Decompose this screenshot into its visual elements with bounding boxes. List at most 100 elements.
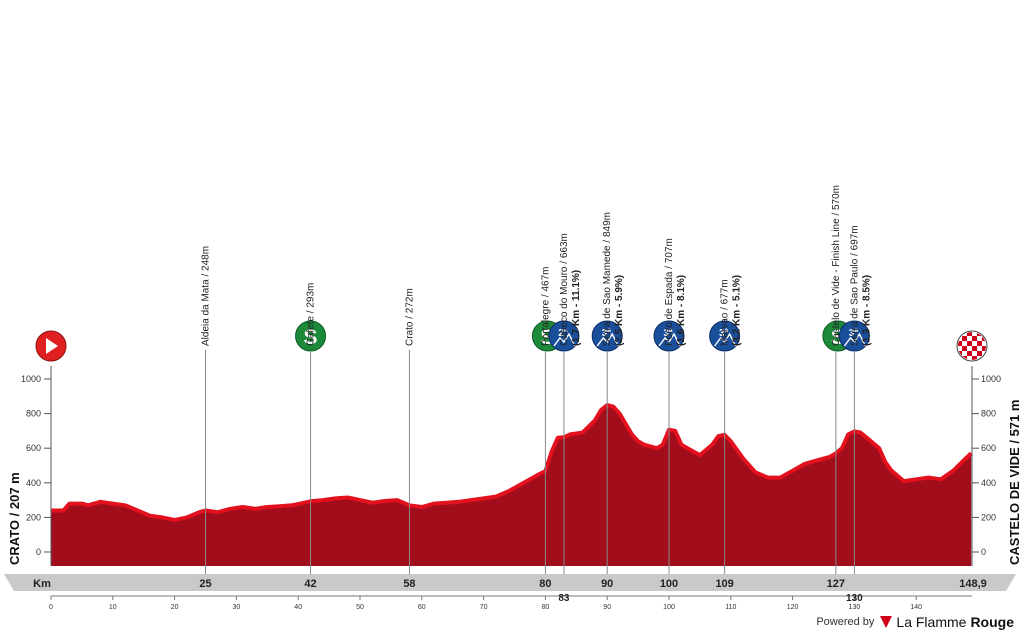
x-tick-label-5: 50 [356, 604, 364, 611]
x-tick-label-1: 10 [109, 604, 117, 611]
brand-name-bold: Rouge [970, 614, 1014, 630]
x-tick-label-2: 20 [171, 604, 179, 611]
labels: 25 Aldeia da Mata / 248m 42 Gafete / 293m 58… [199, 185, 872, 604]
waypoint-detail-4: (1.7 Km - 11.1%) [571, 270, 582, 346]
waypoint-km-3: 80 [539, 578, 551, 590]
checker-square [967, 341, 972, 346]
checker-square [972, 336, 977, 341]
checker-square [962, 346, 967, 351]
finish-label: CASTELO DE VIDE / 571 m [1007, 400, 1022, 565]
mountain-icon-7 [714, 332, 737, 347]
waypoint-name-5: Serra de Sao Mamede / 849m [602, 212, 613, 346]
x-tick-label-4: 40 [294, 604, 302, 611]
x-tick-label-14: 140 [910, 604, 922, 611]
kom-category-4: 2ª [558, 328, 568, 339]
x-tick-label-8: 80 [542, 604, 550, 611]
y-tick-label-right-5: 1000 [981, 374, 1001, 384]
kom-category-6: 3ª [663, 328, 673, 339]
x-tick-label-9: 90 [603, 604, 611, 611]
checker-square [967, 351, 972, 356]
y-tick-label-left-2: 400 [26, 478, 41, 488]
waypoint-km-9: 130 [846, 593, 863, 604]
waypoint-name-2: Crato / 272m [404, 288, 415, 346]
flame-icon [880, 616, 893, 628]
sprint-symbol-1: S [304, 326, 318, 349]
profile-area [51, 405, 972, 566]
y-tick-label-right-0: 0 [981, 547, 986, 557]
powered-by-text: Powered by [816, 616, 875, 628]
waypoint-name-0: Aldeia da Mata / 248m [201, 246, 212, 346]
km-bar-band [4, 574, 1016, 591]
brand-name-prefix: La Flamme [896, 614, 967, 630]
y-tick-label-right-1: 200 [981, 512, 996, 522]
y-tick-label-right-4: 800 [981, 409, 996, 419]
waypoint-name-8: Castelo de Vide - Finish Line / 570m [831, 185, 842, 346]
waypoint-km-7: 109 [715, 578, 733, 590]
waypoint-name-4: Cabeco do Mouro / 663m [559, 233, 570, 346]
y-tick-label-left-1: 200 [26, 512, 41, 522]
footer-branding: Powered by La Flamme Rouge [816, 614, 1014, 630]
waypoint-name-3: Portalegre / 467m [540, 267, 551, 347]
checker-square [982, 346, 986, 351]
play-icon [46, 338, 58, 354]
mountain-icon-5 [596, 332, 619, 347]
waypoint-km-8: 127 [827, 578, 845, 590]
waypoint-km-1: 42 [304, 578, 316, 590]
waypoint-name-1: Gafete / 293m [306, 283, 317, 346]
waypoint-detail-5: (2.5 Km - 5.9%) [614, 275, 625, 346]
x-tick-label-0: 0 [49, 604, 53, 611]
waypoint-detail-7: (3.2 Km - 5.1%) [732, 275, 743, 346]
waypoint-km-2: 58 [403, 578, 415, 590]
waypoint-lines [205, 350, 855, 580]
x-tick-label-3: 30 [233, 604, 241, 611]
x-axis: 0 10 20 30 40 50 60 70 80 90 100 110 120 130 140 [49, 595, 972, 611]
y-axis-left: 0 200 400 600 800 1000 [21, 366, 52, 566]
kom-category-9: 3ª [849, 328, 859, 339]
checker-square [967, 332, 972, 336]
mountain-icon-6 [658, 332, 681, 347]
markers: S S 2ª 3ª 3ª 3ª S 3ª [35, 320, 988, 362]
waypoint-km-0: 25 [199, 578, 211, 590]
mountain-icon-9 [843, 332, 867, 347]
checker-square [958, 341, 962, 346]
waypoint-name-7: Marvao / 677m [720, 279, 731, 346]
km-bar: Km 148,9 [4, 574, 1016, 591]
checker-square [977, 351, 982, 356]
brand-logo: La Flamme Rouge [880, 614, 1014, 630]
y-tick-label-left-0: 0 [36, 547, 41, 557]
y-tick-label-right-3: 600 [981, 443, 996, 453]
y-axis-right: 0 200 400 600 800 1000 [971, 366, 1001, 566]
checker-square [972, 346, 977, 351]
waypoint-km-4: 83 [558, 593, 570, 604]
sprint-marker-1 [295, 320, 327, 352]
mountain-icon-4 [553, 332, 576, 347]
x-tick-label-6: 60 [418, 604, 426, 611]
y-tick-label-left-4: 800 [26, 409, 41, 419]
profile-ridge [51, 403, 973, 522]
waypoint-detail-9: (1.3 Km - 8.5%) [861, 275, 872, 346]
x-tick-label-11: 110 [725, 604, 736, 611]
y-tick-label-right-2: 400 [981, 478, 996, 488]
waypoint-km-5: 90 [601, 578, 613, 590]
checker-square [972, 356, 977, 360]
x-tick-label-10: 100 [663, 604, 675, 611]
start-label: CRATO / 207 m [7, 472, 22, 565]
x-tick-label-12: 120 [787, 604, 799, 611]
y-tick-label-left-5: 1000 [21, 374, 41, 384]
x-tick-label-13: 130 [849, 604, 861, 611]
waypoint-km-6: 100 [660, 578, 678, 590]
waypoint-name-6: Porto de Espada / 707m [664, 238, 675, 346]
kom-category-7: 3ª [719, 328, 729, 339]
waypoint-name-9: Serra de Sao Paulo / 697m [849, 225, 860, 346]
kom-category-5: 3ª [602, 328, 612, 339]
checker-square [962, 336, 967, 341]
x-tick-label-7: 70 [480, 604, 488, 611]
y-tick-label-left-3: 600 [26, 443, 41, 453]
checker-square [977, 341, 982, 346]
km-axis-label: Km [33, 578, 51, 590]
total-km-label: 148,9 [959, 578, 987, 590]
waypoint-detail-6: (1.6 Km - 8.1%) [676, 275, 687, 346]
profile-layer [51, 403, 973, 566]
